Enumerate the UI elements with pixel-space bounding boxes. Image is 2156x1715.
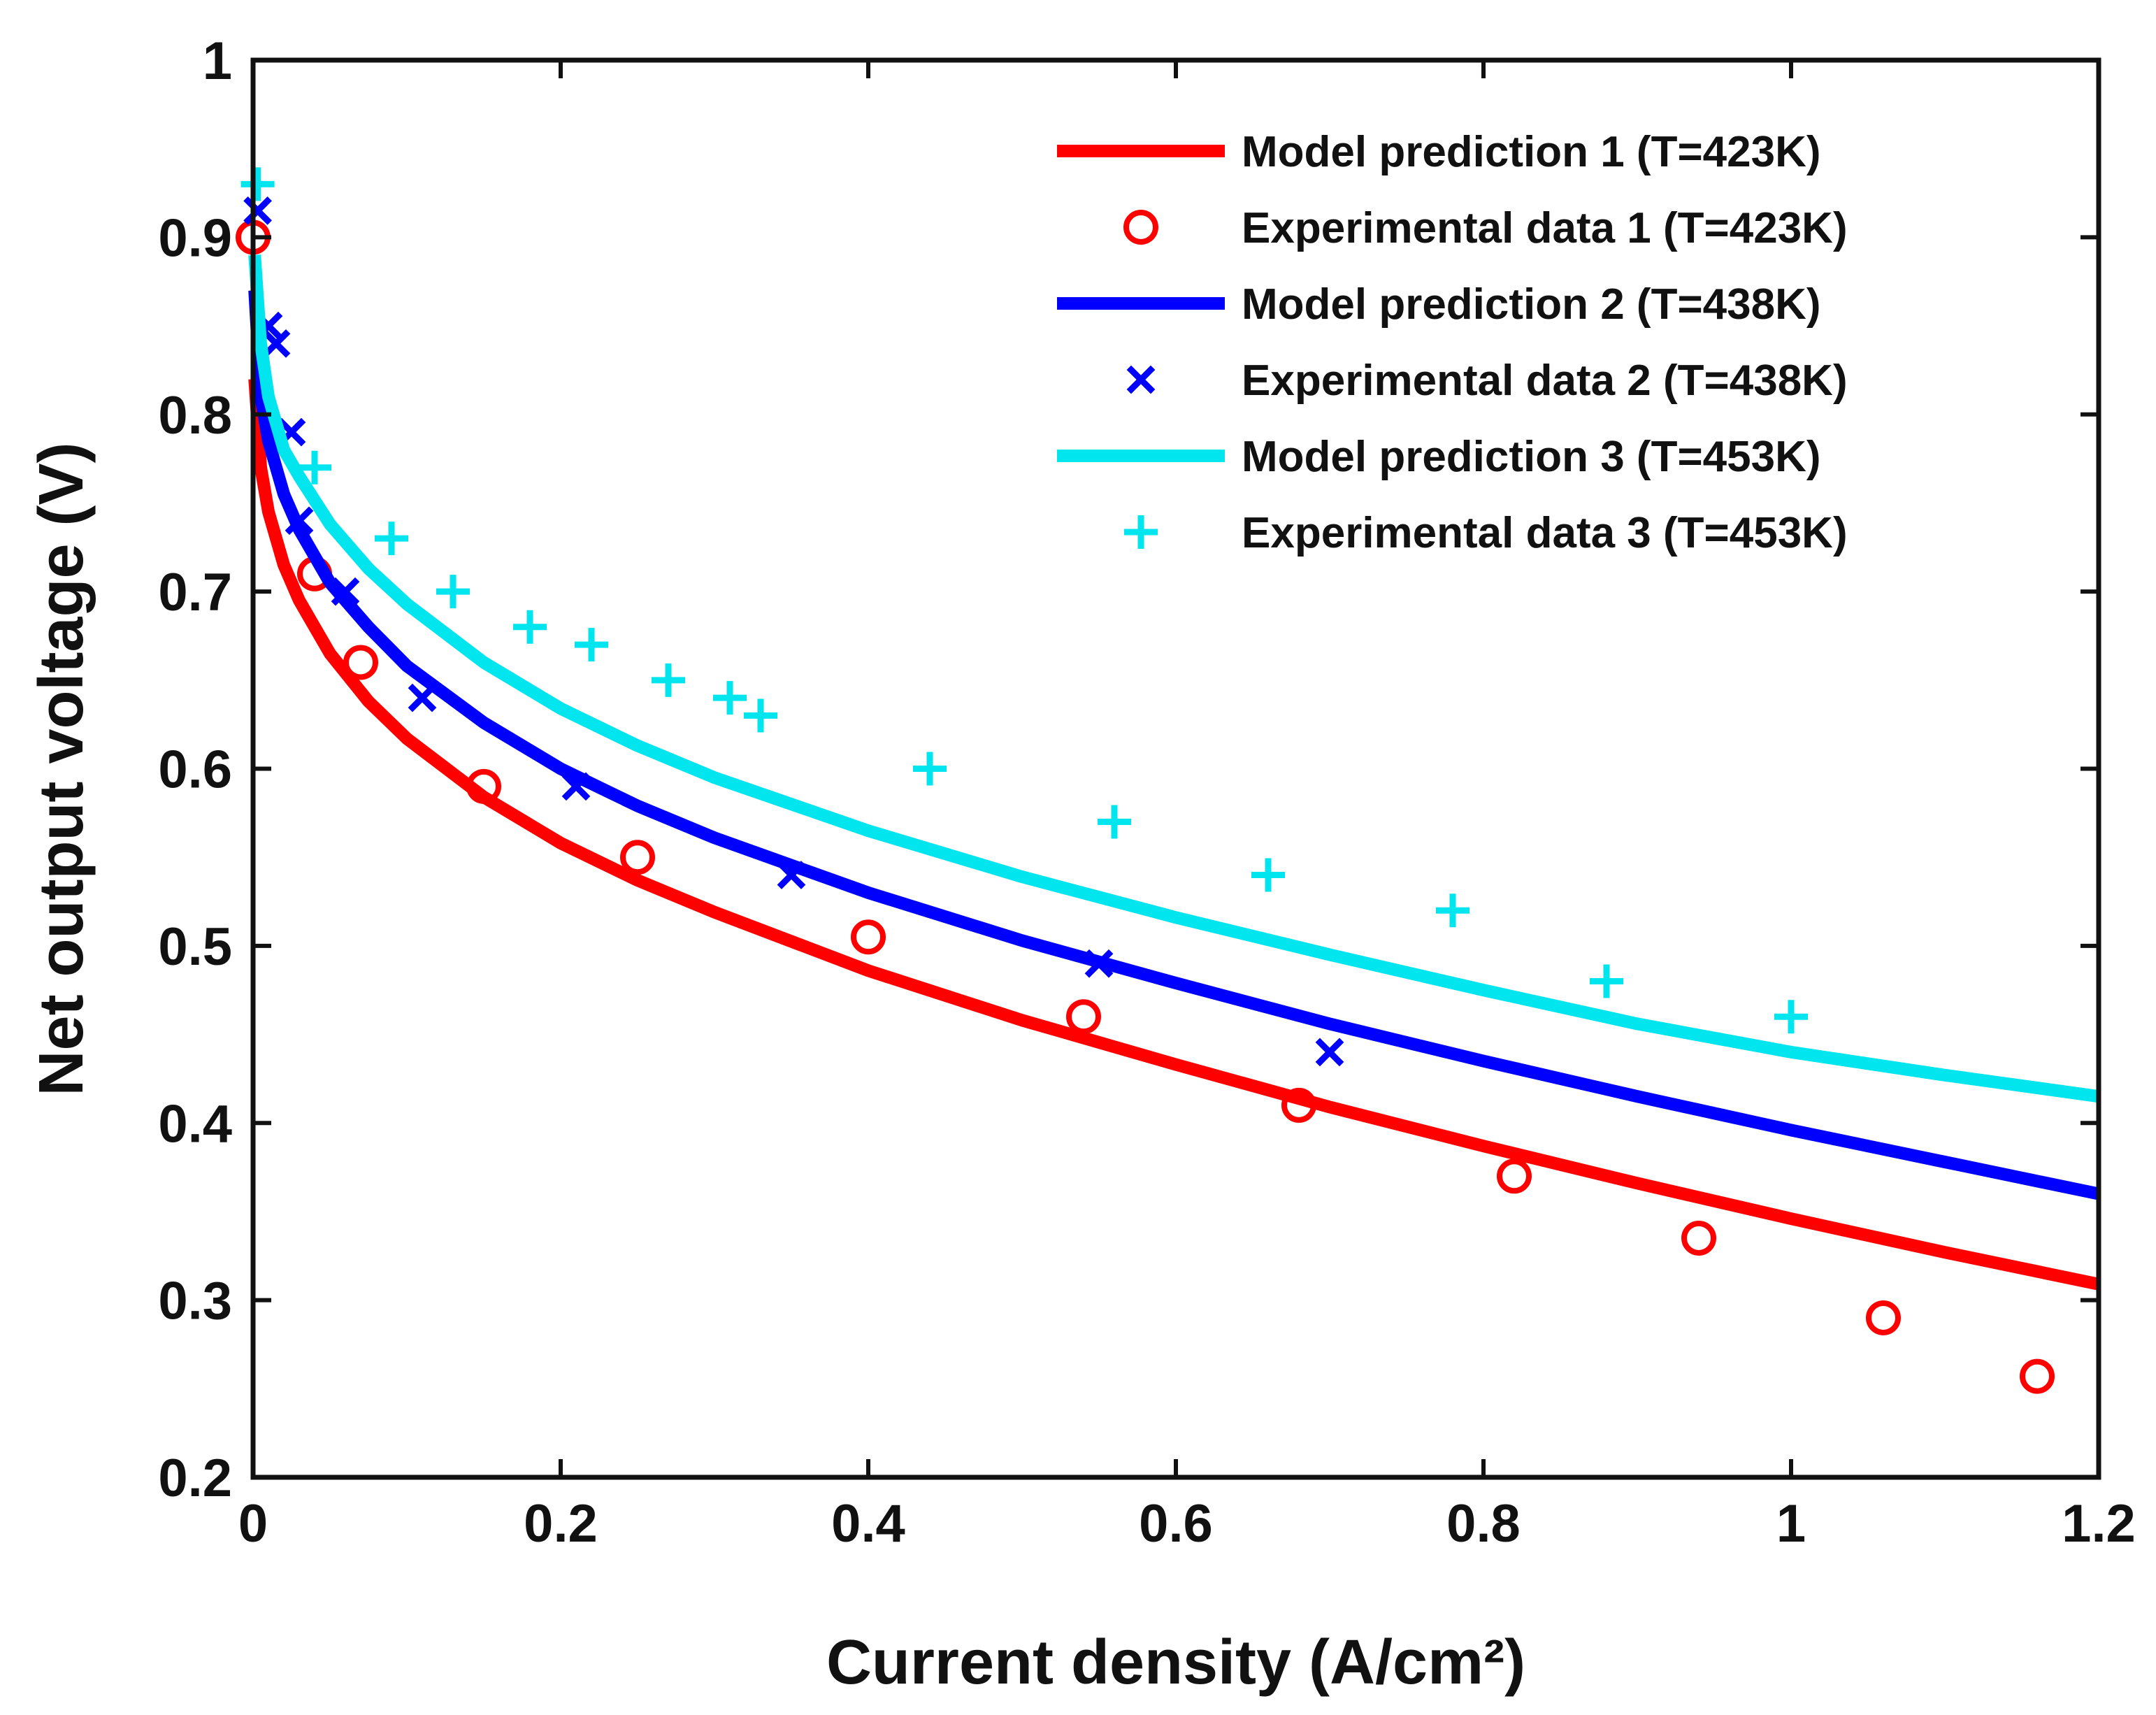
data-point [1681, 1220, 1716, 1256]
data-point [375, 522, 408, 556]
legend-label: Model prediction 3 (T=453K) [1242, 433, 1821, 481]
data-point [744, 698, 777, 733]
legend-entry: Model prediction 3 (T=453K) [1057, 433, 1821, 481]
series-6 [240, 167, 1808, 1034]
legend-entry: Model prediction 1 (T=423K) [1057, 128, 1821, 176]
data-point [513, 610, 547, 644]
plot-area [253, 60, 2099, 1477]
data-point [652, 663, 685, 697]
y-tick-label: 1 [203, 31, 232, 91]
x-tick-label: 0.8 [1446, 1494, 1521, 1553]
data-point [561, 772, 591, 801]
x-tick-label: 0.6 [1139, 1494, 1213, 1553]
y-tick-label: 0.6 [158, 740, 232, 800]
legend-entry: Experimental data 1 (T=423K) [1123, 204, 1848, 252]
data-point [1436, 894, 1469, 928]
data-point [331, 577, 360, 606]
y-tick-label: 0.3 [158, 1272, 232, 1331]
x-tick-label: 0 [238, 1494, 268, 1553]
data-point [1866, 1300, 1901, 1335]
x-axis-title: Current density (A/cm²) [826, 1628, 1525, 1698]
x-tick-label: 1.2 [2062, 1494, 2136, 1553]
data-point [1251, 858, 1285, 892]
tick-labels-layer: 0 0.2 0.4 0.6 0.8 1 1.20.20.30.40.50.60.70.80.… [158, 31, 2135, 1553]
data-point [466, 768, 501, 804]
legend: Model prediction 1 (T=423K) Experimental … [1057, 128, 1848, 557]
data-point [913, 752, 947, 786]
series-3 [248, 289, 2100, 1200]
data-point [1098, 805, 1131, 839]
data-point [575, 628, 608, 662]
data-point [436, 575, 470, 609]
data-point [240, 167, 275, 201]
data-point [620, 840, 655, 875]
series-2 [236, 220, 2055, 1394]
legend-label: Model prediction 1 (T=423K) [1242, 128, 1821, 176]
x-tick-label: 0.2 [524, 1494, 598, 1553]
x-tick-label: 0.4 [831, 1494, 905, 1553]
data-point [2020, 1358, 2055, 1394]
data-point [298, 450, 331, 485]
model-curve-3 [248, 289, 2100, 1200]
data-point [285, 506, 314, 536]
legend-marker-swatch [1123, 210, 1158, 245]
data-point [1590, 964, 1623, 998]
data-point [1774, 1000, 1808, 1034]
legend-entry: Experimental data 3 (T=453K) [1124, 509, 1848, 557]
y-tick-label: 0.5 [158, 917, 232, 977]
x-tick-label: 1 [1776, 1494, 1806, 1553]
model-curve-1 [248, 378, 2100, 1291]
legend-marker-swatch [1126, 365, 1156, 394]
legend-marker-swatch [1124, 515, 1158, 549]
legend-label: Experimental data 3 (T=453K) [1242, 509, 1848, 557]
legend-label: Experimental data 2 (T=438K) [1242, 357, 1848, 405]
data-point [408, 683, 437, 712]
legend-label: Model prediction 2 (T=438K) [1242, 280, 1821, 329]
legend-entry: Experimental data 2 (T=438K) [1126, 357, 1848, 405]
legend-entry: Model prediction 2 (T=438K) [1057, 280, 1821, 329]
data-point [1315, 1038, 1344, 1067]
y-tick-label: 0.8 [158, 386, 232, 445]
y-tick-label: 0.9 [158, 208, 232, 268]
data-point [851, 919, 886, 955]
data-point [343, 645, 378, 680]
y-tick-label: 0.7 [158, 563, 232, 622]
y-tick-label: 0.2 [158, 1449, 232, 1508]
ticks-layer [251, 58, 2101, 1479]
y-axis-title: Net output voltage (V) [27, 443, 96, 1096]
data-point [1084, 949, 1114, 978]
data-point [713, 681, 747, 715]
data-point [1281, 1087, 1316, 1123]
data-point [777, 861, 806, 889]
data-point [1066, 999, 1101, 1035]
data-point [261, 329, 291, 358]
series-5 [248, 254, 2100, 1103]
series-layer [236, 167, 2100, 1394]
model-curve-5 [248, 254, 2100, 1103]
y-tick-label: 0.4 [158, 1094, 232, 1154]
series-1 [248, 378, 2100, 1291]
legend-label: Experimental data 1 (T=423K) [1242, 204, 1848, 252]
data-point [1497, 1158, 1532, 1194]
